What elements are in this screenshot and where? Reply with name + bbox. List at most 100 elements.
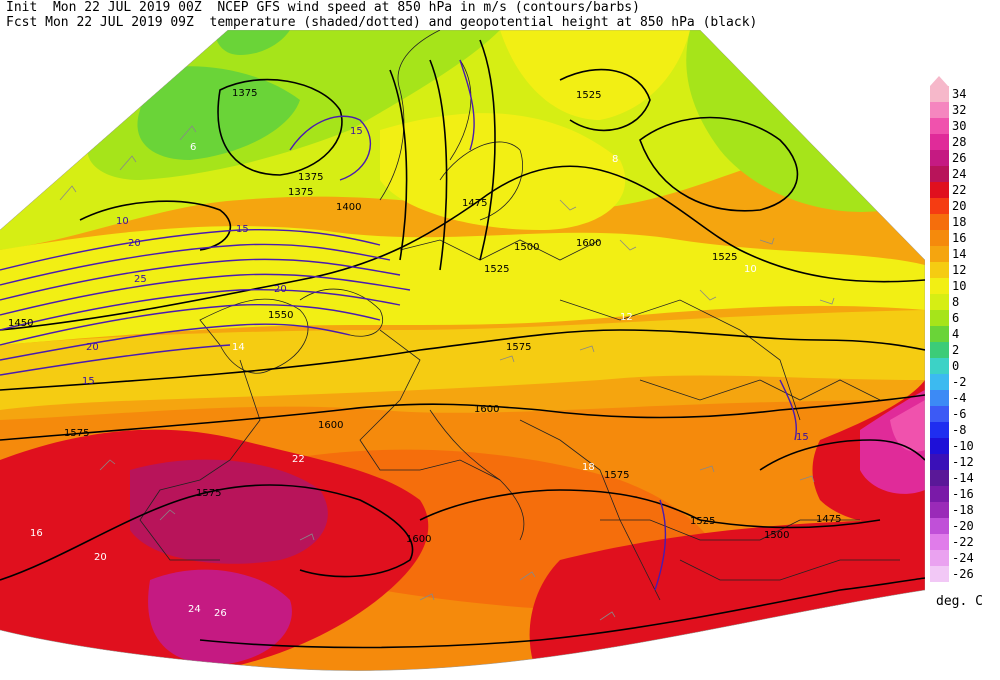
temperature-labels: 8 6 10 12 14 16 18 20 22 24 26 xyxy=(30,142,757,619)
legend-label: 30 xyxy=(952,119,967,133)
legend-swatch xyxy=(930,198,949,214)
height-label: 1525 xyxy=(712,252,737,263)
coastlines xyxy=(139,30,900,601)
height-label: 1525 xyxy=(576,90,601,101)
legend-entry: -26 xyxy=(928,566,998,582)
wind-label: 15 xyxy=(796,432,809,443)
legend-swatch xyxy=(930,310,949,326)
height-label: 1475 xyxy=(816,514,841,525)
legend-label: 2 xyxy=(952,343,960,357)
legend-label: -4 xyxy=(952,391,967,405)
legend-swatch xyxy=(930,502,949,518)
wind-label: 20 xyxy=(86,342,99,353)
legend-entry: -24 xyxy=(928,550,998,566)
legend-swatch xyxy=(930,374,949,390)
height-label: 1600 xyxy=(318,420,343,431)
legend-entry: 20 xyxy=(928,198,998,214)
temp-label: 8 xyxy=(612,154,618,165)
temp-label: 14 xyxy=(232,342,245,353)
legend-entry: 24 xyxy=(928,166,998,182)
legend-swatch xyxy=(930,214,949,230)
wind-label: 25 xyxy=(134,274,147,285)
legend-entry: 14 xyxy=(928,246,998,262)
legend-swatch xyxy=(930,534,949,550)
legend-entry: 8 xyxy=(928,294,998,310)
legend-entry: 16 xyxy=(928,230,998,246)
legend-label: 34 xyxy=(952,87,967,101)
legend-swatch xyxy=(930,278,949,294)
height-label: 1600 xyxy=(406,534,431,545)
wind-label: 15 xyxy=(82,376,95,387)
wind-label: 20 xyxy=(128,238,141,249)
temp-label: 10 xyxy=(744,264,757,275)
temp-label: 24 xyxy=(188,604,201,615)
height-label: 1575 xyxy=(196,488,221,499)
temp-label: 6 xyxy=(190,142,196,153)
legend-entry: 30 xyxy=(928,118,998,134)
legend-label: -12 xyxy=(952,455,974,469)
height-contours xyxy=(0,39,925,649)
legend-swatch xyxy=(930,230,949,246)
legend-entry: -2 xyxy=(928,374,998,390)
legend-label: -24 xyxy=(952,551,974,565)
temp-label: 18 xyxy=(582,462,595,473)
legend-label: 28 xyxy=(952,135,967,149)
legend-label: 20 xyxy=(952,199,967,213)
height-label: 1550 xyxy=(268,310,293,321)
height-label: 1450 xyxy=(8,318,33,329)
legend-entry: 12 xyxy=(928,262,998,278)
legend-entry: 32 xyxy=(928,102,998,118)
wind-contours xyxy=(0,59,797,591)
legend-label: -8 xyxy=(952,423,967,437)
legend-label: -6 xyxy=(952,407,967,421)
header-init-line: Init Mon 22 JUL 2019 00Z NCEP GFS wind s… xyxy=(6,0,640,15)
legend-swatch xyxy=(930,86,949,102)
legend-entry: -8 xyxy=(928,422,998,438)
temp-label: 22 xyxy=(292,454,305,465)
legend-swatch xyxy=(930,486,949,502)
legend-label: 26 xyxy=(952,151,967,165)
height-label: 1600 xyxy=(474,404,499,415)
temp-label: 12 xyxy=(620,312,633,323)
legend-label: 0 xyxy=(952,359,960,373)
legend-label: -20 xyxy=(952,519,974,533)
legend-entry: 26 xyxy=(928,150,998,166)
legend-entry: 0 xyxy=(928,358,998,374)
height-labels: 1375 1375 1375 1400 1450 1475 1500 1525 … xyxy=(8,88,841,545)
wind-barbs xyxy=(59,125,835,621)
height-label: 1525 xyxy=(484,264,509,275)
legend-entry: -22 xyxy=(928,534,998,550)
legend-entry: 4 xyxy=(928,326,998,342)
legend-swatch xyxy=(930,358,949,374)
height-label: 1575 xyxy=(604,470,629,481)
legend-swatch xyxy=(930,118,949,134)
legend-entry: -20 xyxy=(928,518,998,534)
legend-label: 10 xyxy=(952,279,967,293)
legend-swatch xyxy=(930,246,949,262)
legend-swatch xyxy=(930,550,949,566)
legend-label: 4 xyxy=(952,327,960,341)
legend-label: 22 xyxy=(952,183,967,197)
wind-label: 10 xyxy=(116,216,129,227)
legend-swatch xyxy=(930,150,949,166)
legend-entry: -16 xyxy=(928,486,998,502)
legend-label: 18 xyxy=(952,215,967,229)
legend-label: 24 xyxy=(952,167,967,181)
legend-swatch xyxy=(930,422,949,438)
legend-label: 32 xyxy=(952,103,967,117)
legend-label: 6 xyxy=(952,311,960,325)
legend-swatch xyxy=(930,390,949,406)
height-label: 1500 xyxy=(764,530,789,541)
legend-swatch xyxy=(930,342,949,358)
legend-label: 14 xyxy=(952,247,967,261)
legend-swatch xyxy=(930,134,949,150)
height-label: 1475 xyxy=(462,198,487,209)
legend-swatch xyxy=(930,294,949,310)
temp-label: 20 xyxy=(94,552,107,563)
legend-entry: 6 xyxy=(928,310,998,326)
height-label: 1400 xyxy=(336,202,361,213)
legend-label: -16 xyxy=(952,487,974,501)
legend-swatch xyxy=(930,182,949,198)
height-label: 1375 xyxy=(232,88,257,99)
legend-entry: -6 xyxy=(928,406,998,422)
